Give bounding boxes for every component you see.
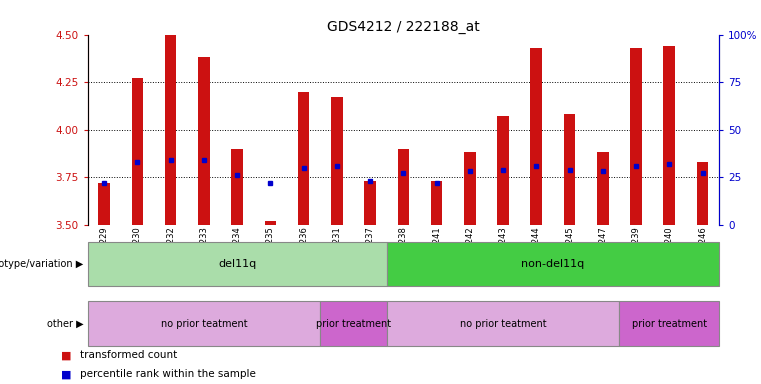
Bar xyxy=(431,181,442,225)
Text: non-del11q: non-del11q xyxy=(521,259,584,269)
Text: percentile rank within the sample: percentile rank within the sample xyxy=(80,369,256,379)
Bar xyxy=(397,149,409,225)
Bar xyxy=(630,48,642,225)
Title: GDS4212 / 222188_at: GDS4212 / 222188_at xyxy=(327,20,479,33)
Text: no prior teatment: no prior teatment xyxy=(161,318,247,329)
Text: other ▶: other ▶ xyxy=(47,318,84,329)
Text: ■: ■ xyxy=(61,369,72,379)
Bar xyxy=(265,221,276,225)
Text: ■: ■ xyxy=(61,350,72,360)
Text: prior treatment: prior treatment xyxy=(316,318,391,329)
Bar xyxy=(530,48,542,225)
Bar xyxy=(231,149,243,225)
Bar xyxy=(497,116,509,225)
Bar xyxy=(298,92,310,225)
Bar xyxy=(98,183,110,225)
Bar xyxy=(697,162,708,225)
Text: transformed count: transformed count xyxy=(80,350,177,360)
Bar xyxy=(132,78,143,225)
Text: no prior teatment: no prior teatment xyxy=(460,318,546,329)
Text: del11q: del11q xyxy=(218,259,256,269)
Bar xyxy=(597,152,609,225)
Bar xyxy=(198,57,210,225)
Bar xyxy=(365,181,376,225)
Bar xyxy=(331,97,342,225)
Text: prior treatment: prior treatment xyxy=(632,318,707,329)
Bar xyxy=(165,35,177,225)
Bar xyxy=(464,152,476,225)
Bar xyxy=(564,114,575,225)
Text: genotype/variation ▶: genotype/variation ▶ xyxy=(0,259,84,269)
Bar xyxy=(664,46,675,225)
